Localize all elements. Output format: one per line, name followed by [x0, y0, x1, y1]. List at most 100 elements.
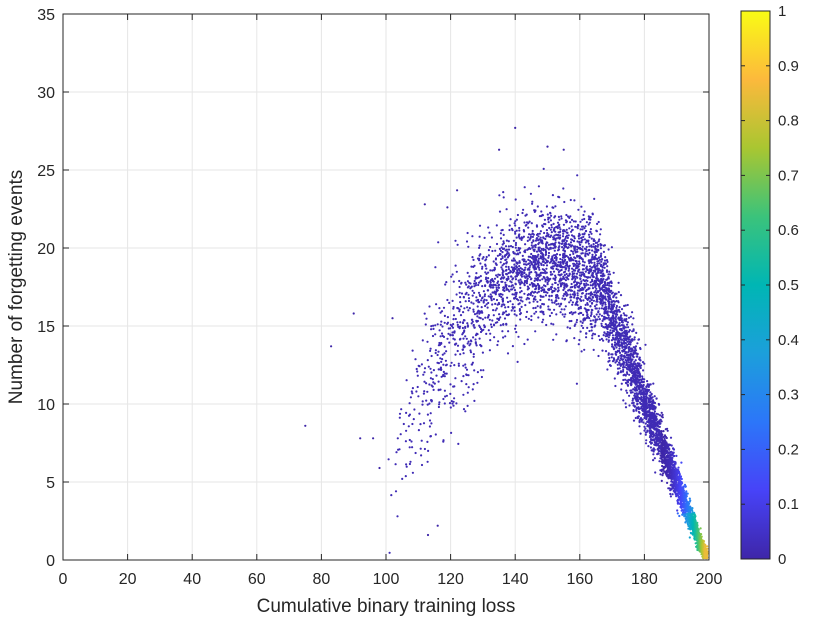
data-point [502, 240, 505, 243]
data-point [505, 268, 508, 272]
data-point [553, 308, 556, 311]
data-point [559, 279, 562, 282]
data-point [425, 317, 428, 320]
data-point [518, 260, 521, 263]
data-point [537, 316, 540, 319]
data-point [483, 324, 486, 327]
data-point [487, 226, 490, 229]
data-point [652, 382, 655, 385]
data-point [480, 306, 483, 309]
data-point [510, 285, 513, 288]
data-point [531, 229, 534, 233]
data-point [500, 229, 503, 232]
data-point [546, 145, 549, 148]
data-point [448, 341, 451, 344]
data-point [489, 323, 493, 326]
data-point [446, 298, 449, 302]
data-point [601, 296, 604, 299]
data-point [580, 241, 583, 244]
data-point [469, 287, 472, 290]
data-point [560, 215, 563, 218]
data-point [502, 247, 505, 250]
data-point [451, 273, 454, 276]
data-point [510, 288, 513, 291]
data-point [566, 326, 569, 329]
data-point [439, 357, 442, 360]
data-point [505, 273, 508, 276]
data-point [536, 291, 539, 294]
data-point [554, 245, 557, 248]
data-point [569, 241, 573, 244]
data-point [611, 316, 614, 319]
data-point [416, 370, 419, 373]
data-point [577, 224, 580, 227]
data-point [473, 264, 476, 267]
data-point [607, 248, 610, 251]
data-point [496, 254, 499, 257]
data-point [494, 309, 497, 312]
data-point [575, 318, 579, 322]
data-point [504, 310, 508, 313]
data-point [595, 294, 599, 297]
data-point [582, 279, 585, 282]
data-point [466, 280, 469, 283]
data-point [619, 371, 623, 374]
data-point [545, 235, 548, 238]
data-point [547, 308, 550, 311]
data-point [564, 279, 568, 282]
data-point [501, 298, 504, 301]
data-point [626, 340, 629, 343]
data-point [579, 228, 582, 231]
data-point [534, 239, 538, 242]
data-point [606, 330, 609, 334]
data-point [649, 440, 652, 444]
data-point [422, 392, 425, 395]
data-point [537, 248, 541, 251]
data-point [510, 309, 513, 312]
data-point [595, 300, 598, 303]
data-point [462, 408, 466, 411]
data-point [607, 339, 611, 342]
data-point [641, 375, 644, 378]
data-point [574, 225, 577, 228]
data-point [549, 273, 553, 276]
data-point [473, 285, 476, 288]
data-point [531, 232, 534, 235]
data-point [518, 265, 521, 268]
data-point [568, 264, 571, 267]
data-point [557, 248, 561, 251]
data-point [606, 310, 610, 313]
data-point [566, 236, 570, 239]
data-point [554, 281, 557, 284]
data-point [602, 339, 605, 342]
data-point [624, 338, 628, 341]
data-point [541, 302, 544, 306]
data-point [485, 303, 488, 306]
data-point [572, 252, 575, 255]
data-point [564, 267, 567, 270]
data-point [627, 358, 630, 362]
data-point [644, 427, 647, 430]
data-point [508, 228, 511, 232]
data-point [529, 192, 533, 195]
data-point [629, 347, 632, 350]
data-point [657, 431, 660, 435]
data-point [472, 324, 475, 327]
data-point [556, 221, 560, 224]
data-point [679, 475, 683, 478]
data-point [573, 337, 576, 340]
data-point [471, 235, 474, 238]
data-point [662, 472, 665, 475]
data-point [575, 272, 579, 275]
data-point [542, 268, 546, 271]
data-point [563, 200, 566, 204]
data-point [465, 337, 468, 340]
data-point [628, 394, 631, 397]
data-point [632, 410, 635, 413]
data-point [459, 353, 462, 356]
data-point [632, 419, 636, 422]
data-point [479, 253, 482, 256]
data-point [547, 305, 550, 308]
data-point [428, 419, 432, 422]
data-point [613, 303, 616, 306]
